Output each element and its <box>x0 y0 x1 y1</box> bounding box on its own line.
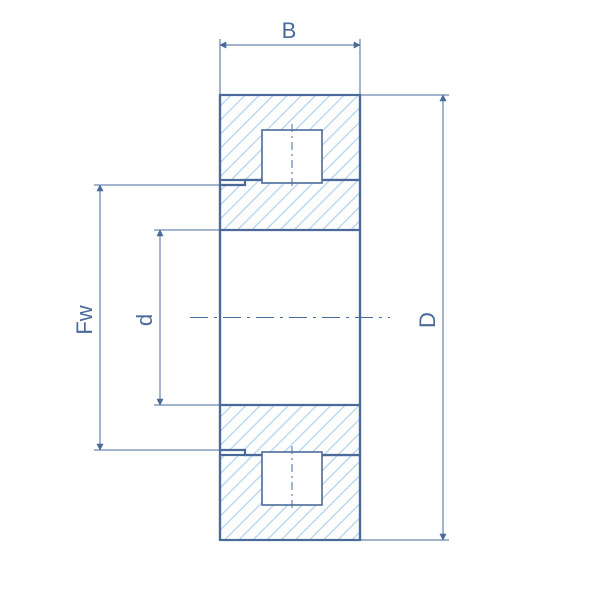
dimension-label: Fw <box>72 305 97 334</box>
bearing-cross-section <box>190 95 390 540</box>
dimension-label: B <box>282 18 297 43</box>
dimension-label: d <box>132 314 157 326</box>
dimension-label: D <box>415 312 440 328</box>
